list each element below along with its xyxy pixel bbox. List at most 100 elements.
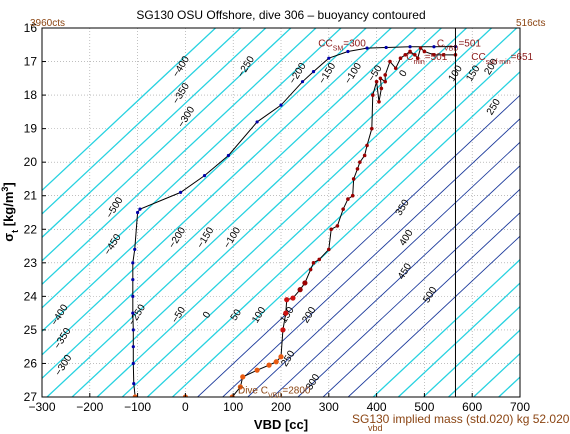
buoyancy-contour-line	[42, 28, 392, 356]
x-axis-label: VBD [cc]	[254, 417, 308, 432]
dive-point	[179, 190, 183, 194]
dive-point	[136, 210, 140, 215]
buoyancy-contour-line	[96, 28, 493, 397]
x-tick-label: 0	[182, 400, 189, 414]
climb-point	[398, 56, 403, 60]
climb-point	[377, 100, 381, 104]
x-tick-label: 200	[271, 400, 291, 414]
buoyancy-contour-line	[146, 47, 520, 397]
climb-point	[273, 359, 279, 365]
climb-point	[308, 267, 313, 272]
buoyancy-contour-line	[197, 94, 520, 397]
buoyancy-contour-line	[42, 28, 417, 380]
climb-point	[358, 160, 362, 164]
dive-point	[279, 103, 283, 107]
climb-point	[415, 56, 420, 60]
buoyancy-contour-line	[121, 28, 518, 397]
y-tick-label: 17	[24, 55, 38, 69]
dive-point	[202, 174, 207, 178]
buoyancy-contour-line	[42, 28, 216, 192]
dive-point	[131, 328, 135, 332]
dive-point	[384, 45, 388, 50]
dive-point	[346, 49, 350, 54]
y-tick-label: 20	[24, 155, 38, 169]
climb-point	[240, 374, 246, 380]
plot-area	[42, 28, 520, 397]
dive-point	[131, 277, 135, 282]
buoyancy-contour-line	[422, 305, 520, 397]
climb-point	[374, 79, 379, 84]
y-axis-label: σt [kg/m3]	[0, 182, 20, 242]
climb-point	[280, 327, 286, 333]
climb-point	[388, 59, 392, 64]
buoyancy-contour-line	[247, 141, 520, 397]
climb-point	[378, 76, 383, 81]
x-tick-label: −300	[28, 400, 55, 414]
climb-point	[370, 93, 375, 97]
buoyancy-contour-line	[71, 28, 467, 397]
dive-point	[255, 120, 259, 124]
climb-point	[413, 53, 417, 57]
buoyancy-contour-line	[372, 258, 520, 397]
climb-point	[278, 354, 284, 360]
climb-point	[254, 367, 260, 373]
data-series	[131, 28, 458, 397]
x-tick-label: 400	[367, 400, 387, 414]
climb-point	[355, 167, 360, 171]
climb-point	[432, 53, 436, 57]
climb-point	[383, 79, 388, 84]
y-tick-label: 27	[24, 390, 38, 404]
climb-point	[393, 66, 398, 71]
x-tick-label: 300	[319, 400, 339, 414]
buoyancy-contour-line	[397, 282, 520, 397]
x-tick-label: 100	[223, 400, 243, 414]
climb-point	[422, 49, 427, 54]
climb-point	[341, 207, 345, 211]
corner-label-right: 516cts	[516, 18, 545, 29]
x-tick-label: 500	[414, 400, 434, 414]
climb-point	[350, 193, 355, 198]
buoyancy-contour-line	[549, 28, 570, 397]
y-tick-label: 21	[24, 189, 38, 203]
buoyancy-contour-line	[322, 212, 520, 397]
climb-point	[379, 86, 384, 91]
dive-point	[131, 361, 135, 366]
climb-point	[290, 295, 296, 301]
y-tick-label: 26	[24, 356, 38, 370]
buoyancy-contour-line	[42, 28, 367, 333]
annotation-label: CCsurf min=651	[471, 52, 533, 65]
footer-sub: vbd	[368, 423, 383, 433]
x-axis-ticks: −300 −200 −100 0 100 200 300 400 500 600 700	[28, 393, 530, 414]
climb-point	[441, 53, 446, 57]
annotation-label: CVBD=501	[437, 38, 482, 52]
buoyancy-contour-line	[524, 28, 570, 397]
climb-point	[284, 297, 290, 303]
climb-point	[297, 287, 303, 293]
dive-point	[138, 207, 142, 211]
buoyancy-contours	[42, 28, 570, 397]
y-tick-label: 24	[24, 289, 38, 303]
y-tick-label: 25	[24, 323, 38, 337]
y-tick-label: 16	[24, 21, 38, 35]
y-tick-label: 22	[24, 222, 38, 236]
climb-point	[418, 46, 423, 50]
x-tick-label: 600	[462, 400, 482, 414]
buoyancy-contour-line	[297, 188, 520, 397]
annotation-label: Cmin=501	[406, 52, 447, 65]
y-axis-ticks: 16 17 18 19 20 21 22 23 24 25 26 27	[24, 21, 46, 404]
x-tick-label: −100	[124, 400, 151, 414]
climb-point	[302, 280, 308, 286]
annotation-label: Dive CVBD=2800	[238, 386, 311, 400]
dive-point	[132, 381, 136, 386]
buoyancy-contour-line	[42, 28, 267, 239]
chart-title: SG130 OSU Offshore, dive 306 – buoyancy …	[136, 8, 425, 22]
buoyancy-contour-line	[42, 28, 342, 309]
dive-point	[226, 153, 231, 158]
dive-point	[432, 45, 436, 49]
climb-point	[403, 53, 408, 57]
climb-point	[237, 384, 243, 390]
buoyancy-contour-line	[347, 235, 520, 397]
dive-point	[131, 261, 135, 265]
buoyancy-contour-line	[42, 28, 317, 286]
climb-point	[335, 224, 340, 228]
